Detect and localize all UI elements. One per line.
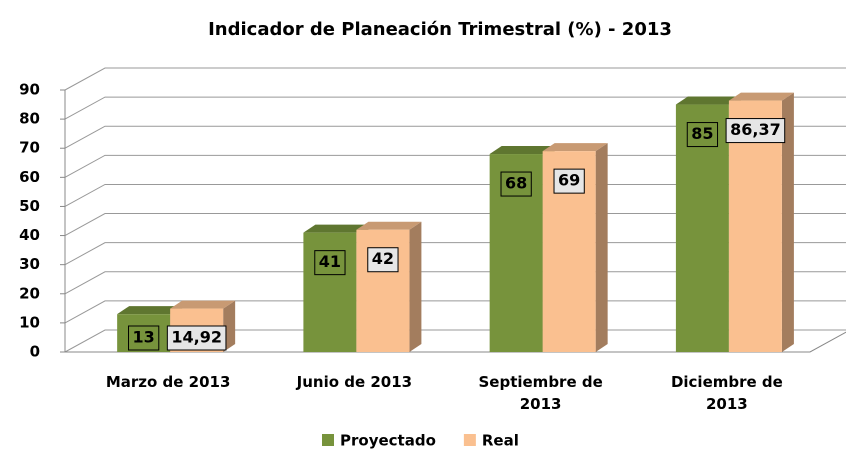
data-label-box [553,168,585,194]
data-label: 69 [558,171,580,190]
x-tick-label: Marzo de 2013 [106,373,231,391]
data-label: 68 [505,174,527,193]
y-tick-label: 70 [19,139,40,157]
x-tick-label: Diciembre de 2013 [671,373,783,413]
legend-label: Real [482,432,519,450]
y-tick-label: 80 [19,110,40,128]
legend-swatch [322,434,334,446]
data-label: 85 [691,124,713,143]
y-tick-label: 30 [19,255,40,273]
y-tick-label: 50 [19,197,40,215]
grid-line [64,96,846,120]
bar-top [170,300,236,309]
y-tick-label: 90 [19,81,40,99]
bar-top [356,221,422,230]
bar-side [409,221,422,352]
data-label: 86,37 [730,120,781,139]
y-tick-label: 10 [19,313,40,331]
grid-line [64,125,846,149]
y-tick-label: 0 [30,343,40,361]
y-tick-label: 20 [19,284,40,302]
data-label-box [725,118,786,144]
x-tick-label: Junio de 2013 [296,373,413,391]
bar [356,221,422,352]
data-label-box [128,325,160,351]
data-label: 14,92 [171,328,222,347]
grid-line [64,67,846,91]
bar-top [117,306,183,315]
bar-side [595,143,608,352]
x-tick-label: Septiembre de 2013 [478,373,602,413]
y-tick-label: 40 [19,226,40,244]
data-label-box [500,171,532,197]
bar-top [675,96,741,105]
data-label-box [367,247,399,273]
bar-top [303,224,369,233]
data-label: 41 [319,252,341,271]
data-label: 13 [133,328,155,347]
bar-top [728,92,794,101]
bar-top [489,146,555,155]
data-label-box [166,325,227,351]
bar-side [781,92,794,353]
y-tick-label: 60 [19,168,40,186]
legend-swatch [463,434,476,446]
chart-title: Indicador de Planeación Trimestral (%) -… [208,19,672,40]
data-label: 42 [372,249,394,268]
bar-top [542,143,608,152]
data-label-box [686,122,719,148]
data-label-box [314,250,346,276]
legend-label: Proyectado [340,432,436,450]
